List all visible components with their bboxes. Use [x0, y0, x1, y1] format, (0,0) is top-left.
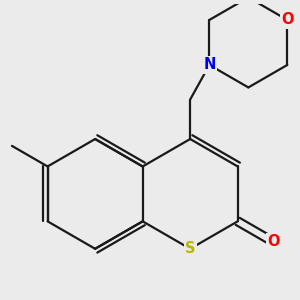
- Text: O: O: [281, 12, 294, 27]
- Text: S: S: [185, 241, 195, 256]
- Text: O: O: [267, 234, 280, 249]
- Text: N: N: [203, 57, 216, 72]
